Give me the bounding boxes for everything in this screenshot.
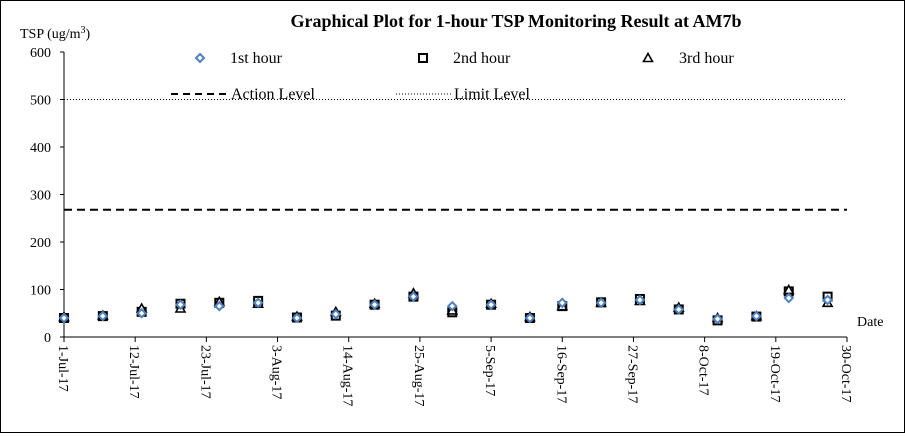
y-tick-label: 400 [30,141,51,156]
point-1st-hour [213,300,225,312]
legend-marker-1st-hour [194,52,206,64]
point-1st-hour [291,312,303,324]
x-tick-label: 1-Jul-17 [55,345,70,392]
y-tick-label: 0 [44,331,51,346]
x-tick-label: 5-Sep-17 [482,345,497,396]
x-tick-label: 16-Sep-17 [553,345,568,403]
point-1st-hour [136,307,148,319]
point-1st-hour [408,291,419,303]
point-1st-hour [485,299,497,311]
x-tick-label: 8-Oct-17 [696,345,711,396]
data-points [58,283,834,326]
point-1st-hour [524,312,536,324]
point-1st-hour [634,294,646,306]
y-tick-label: 100 [30,284,51,299]
legend-label-limit-level: Limit Level [454,86,531,103]
x-tick-layer: 1-Jul-17 12-Jul-17 23-Jul-17 3-Aug-17 14-Aug… [55,337,853,406]
y-tick-label: 500 [30,94,51,109]
legend-item-3rd-hour: 3rd hour [642,50,734,67]
point-1st-hour [446,300,458,312]
point-1st-hour [595,297,607,309]
legend-item-1st-hour: 1st hour [194,50,283,67]
legend-label-action-level: Action Level [231,86,316,103]
legend-item-2nd-hour: 2nd hour [418,50,511,67]
legend-label-1st-hour: 1st hour [230,50,283,67]
point-1st-hour [252,297,264,309]
y-tick-label: 600 [30,46,51,61]
point-1st-hour [58,312,70,324]
y-axis-label-superscript: 3 [81,25,86,36]
point-1st-hour [97,310,109,322]
legend-marker-3rd-hour [642,51,654,63]
legend-item-limit-level: Limit Level [396,86,531,103]
x-axis-label: Date [857,315,883,330]
point-1st-hour [750,310,762,322]
legend-item-action-level: Action Level [171,86,316,103]
x-tick-label: 30-Oct-17 [838,345,853,403]
x-tick-label: 19-Oct-17 [767,345,782,403]
point-1st-hour [330,308,342,320]
x-tick-label: 3-Aug-17 [269,345,284,399]
legend-label-2nd-hour: 2nd hour [453,50,511,67]
level-lines [64,99,847,211]
x-tick-label: 25-Aug-17 [411,345,426,406]
point-1st-hour [783,292,795,304]
x-tick-label: 23-Jul-17 [197,345,212,399]
point-1st-hour [556,297,568,309]
axes [63,52,847,338]
y-tick-label: 300 [30,189,51,204]
point-1st-hour [369,299,381,311]
point-1st-hour [712,313,723,325]
point-1st-hour [822,294,834,306]
legend-label-3rd-hour: 3rd hour [679,50,734,67]
y-tick-label: 200 [30,236,51,251]
y-axis-label: TSP (ug/m3) [20,25,91,42]
x-tick-label: 14-Aug-17 [340,345,355,406]
point-1st-hour [673,304,685,315]
x-tick-label: 12-Jul-17 [126,345,141,399]
y-tick-layer: 0 100 200 300 400 500 600 [30,46,64,346]
legend-marker-2nd-hour [418,53,428,63]
legend: 1st hour 2nd hour 3rd hour Action Level … [171,50,734,103]
point-1st-hour [175,299,186,311]
x-tick-label: 27-Sep-17 [624,345,639,403]
chart-title: Graphical Plot for 1-hour TSP Monitoring… [290,11,741,31]
